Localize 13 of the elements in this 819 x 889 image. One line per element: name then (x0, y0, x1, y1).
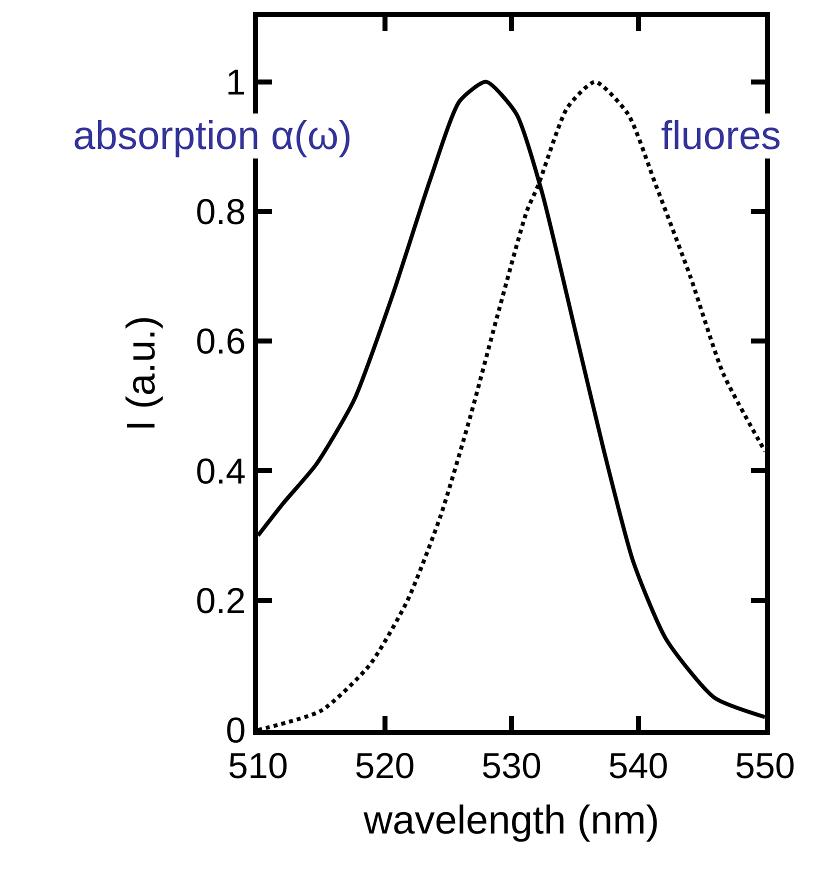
annotation: absorption α(ω) (73, 114, 352, 158)
y-tick-label: 0.8 (196, 191, 246, 232)
annotation: fluores (661, 114, 782, 158)
y-tick-label: 1 (226, 61, 246, 102)
x-tick-label: 520 (354, 745, 415, 786)
y-tick-label: 0.4 (196, 450, 246, 492)
y-axis-title: I (a.u.) (119, 316, 164, 432)
x-axis-title: wavelength (nm) (362, 798, 660, 843)
x-tick-label: 540 (608, 745, 668, 786)
y-tick-label: 0.2 (196, 580, 246, 621)
x-tick-label: 530 (481, 745, 542, 786)
x-tick-label: 550 (734, 745, 796, 786)
y-tick-label: 0.6 (196, 320, 246, 362)
